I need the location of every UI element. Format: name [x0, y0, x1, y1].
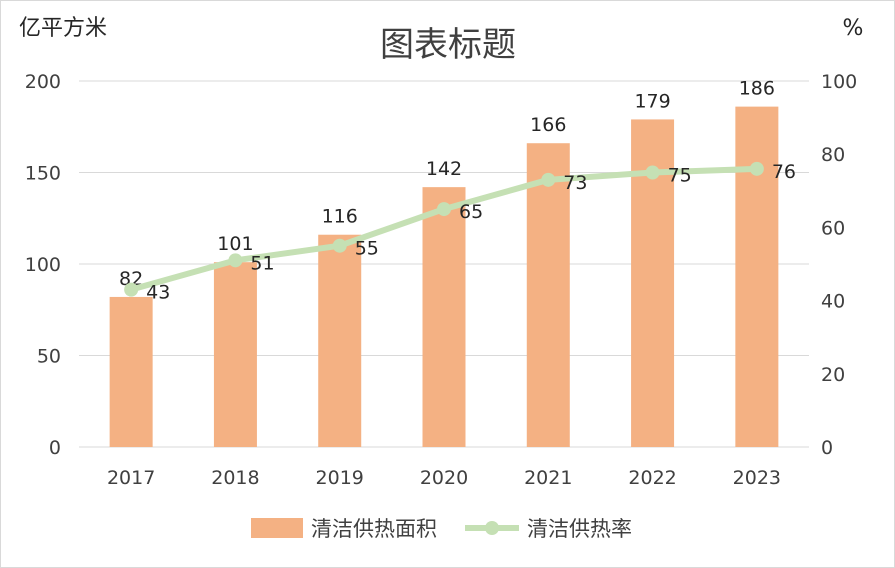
bar [213, 262, 257, 447]
line-point [749, 161, 764, 176]
line-point [332, 238, 347, 253]
right-tick-label: 40 [821, 291, 845, 313]
bar [735, 106, 779, 448]
x-axis-ticks: 2017 2018 2019 2020 2021 2022 2023 [107, 467, 781, 489]
x-tick-label: 2017 [107, 467, 155, 489]
line-series: 43 51 55 65 73 75 76 [124, 161, 796, 304]
line-point [124, 282, 139, 297]
right-axis-ticks: 0 20 40 60 80 100 [821, 71, 857, 459]
right-tick-label: 80 [821, 144, 845, 166]
bar-series: 82 101 116 142 166 179 186 [109, 78, 779, 448]
line-data-label: 55 [355, 238, 379, 260]
line-data-label: 75 [668, 165, 692, 187]
x-tick-label: 2020 [420, 467, 468, 489]
left-tick-label: 150 [25, 163, 61, 185]
line-point [228, 253, 243, 268]
line-data-label: 65 [459, 201, 483, 223]
x-tick-label: 2019 [316, 467, 364, 489]
bar-data-label: 82 [119, 268, 143, 290]
line-data-label: 51 [250, 252, 274, 274]
bar [526, 143, 570, 447]
x-tick-label: 2018 [211, 467, 259, 489]
chart-title: 图表标题 [380, 25, 516, 65]
right-tick-label: 0 [821, 437, 833, 459]
line-data-label: 76 [772, 161, 796, 183]
line-point [437, 202, 451, 217]
left-axis-ticks: 0 50 100 150 200 [25, 71, 61, 459]
line-data-label: 43 [146, 282, 170, 304]
x-tick-label: 2021 [524, 467, 572, 489]
legend-label-area: 清洁供热面积 [311, 517, 437, 541]
bar-data-label: 101 [217, 233, 253, 255]
x-tick-label: 2022 [628, 467, 676, 489]
bar-data-label: 179 [634, 90, 670, 112]
left-tick-label: 50 [37, 346, 61, 368]
left-tick-label: 0 [49, 437, 61, 459]
left-tick-label: 200 [25, 71, 61, 93]
line-data-label: 73 [563, 172, 587, 194]
legend-label-rate: 清洁供热率 [527, 517, 632, 541]
bar [422, 187, 466, 447]
bar [318, 234, 362, 447]
left-tick-label: 100 [25, 254, 61, 276]
legend: 清洁供热面积 清洁供热率 [251, 517, 632, 541]
bar-data-label: 142 [426, 158, 462, 180]
legend-marker-rate [485, 521, 499, 535]
left-axis-unit: 亿平方米 [19, 16, 107, 41]
bar-data-label: 166 [530, 114, 566, 136]
right-axis-unit: % [843, 16, 864, 41]
bar-data-label: 186 [739, 78, 775, 100]
right-tick-label: 20 [821, 364, 845, 386]
x-tick-label: 2023 [733, 467, 781, 489]
line-point [645, 165, 660, 180]
legend-swatch-area [251, 518, 303, 538]
right-tick-label: 100 [821, 71, 857, 93]
line-point [541, 172, 556, 187]
bar-data-label: 116 [322, 206, 358, 228]
right-tick-label: 60 [821, 217, 845, 239]
bar [109, 296, 153, 447]
